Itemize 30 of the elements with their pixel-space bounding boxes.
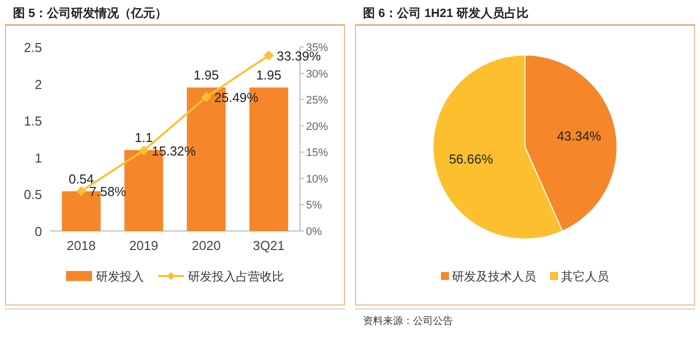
y-tick-label: 2.5 — [24, 40, 42, 55]
y-tick-label: 0 — [34, 224, 42, 239]
chart-title: 图 6：公司 1H21 研发人员占比 — [363, 6, 528, 20]
y2-tick-label: 0% — [306, 226, 322, 238]
y-tick-label: 0.5 — [24, 187, 42, 202]
x-tick-label: 2019 — [129, 238, 158, 253]
data-label: 1.95 — [194, 67, 219, 82]
legend-label: 研发投入占营收比 — [188, 270, 284, 284]
y2-tick-label: 20% — [306, 120, 328, 133]
y-tick-label: 1.5 — [24, 114, 42, 129]
y-tick-label: 1 — [34, 150, 42, 166]
data-label: 1.95 — [256, 67, 282, 82]
x-tick-label: 3Q21 — [252, 238, 285, 253]
data-label: 1.1 — [134, 130, 153, 146]
y-tick-label: 2 — [34, 76, 42, 92]
legend-label: 研发及技术人员 — [452, 270, 536, 284]
y2-tick-label: 25% — [306, 94, 328, 107]
legend-label: 其它人员 — [561, 270, 609, 284]
legend-label: 研发投入 — [96, 270, 144, 284]
chart-title: 图 5：公司研发情况（亿元） — [13, 6, 168, 20]
data-label: 56.66% — [448, 151, 494, 166]
data-label: 0.54 — [68, 171, 94, 186]
y2-tick-label: 10% — [306, 173, 328, 186]
y2-tick-label: 15% — [306, 147, 328, 160]
y2-tick-label: 30% — [306, 68, 328, 80]
y2-tick-label: 5% — [306, 200, 322, 212]
x-tick-label: 2020 — [192, 238, 221, 253]
data-label: 43.34% — [556, 128, 602, 144]
x-tick-label: 2018 — [66, 238, 96, 253]
text: 资料来源：公司公告 — [363, 315, 453, 327]
